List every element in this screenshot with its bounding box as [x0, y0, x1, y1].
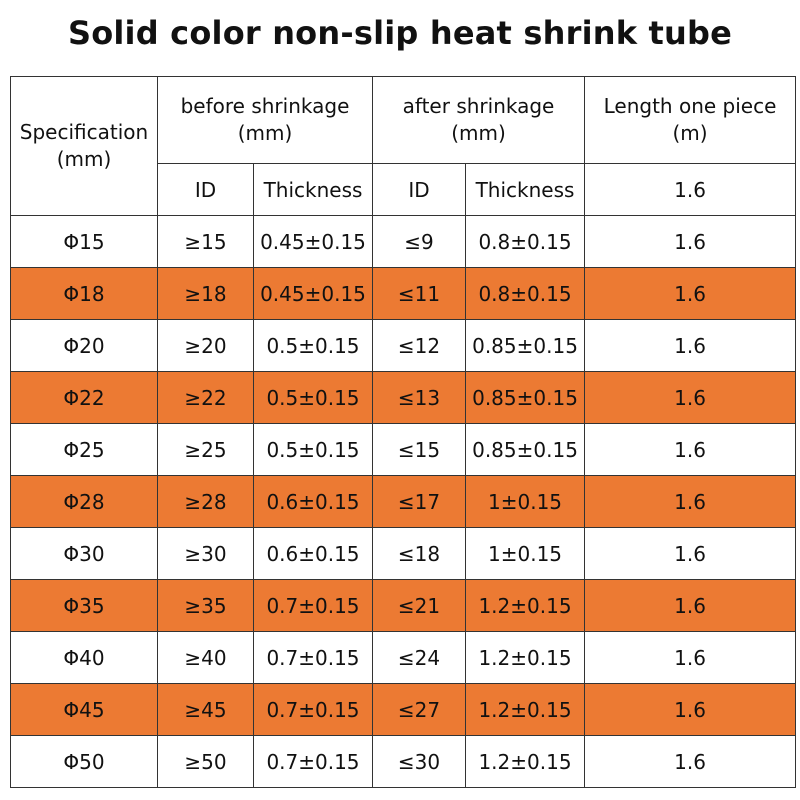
cell-after-thickness: 0.8±0.15	[464, 215, 586, 268]
cell-before-id: ≥30	[157, 527, 254, 580]
cell-length: 1.6	[584, 527, 797, 580]
header-specification: Specification (mm)	[10, 76, 158, 216]
cell-before-id: ≥35	[157, 579, 254, 632]
cell-before-id: ≥25	[157, 423, 254, 476]
cell-specification: Φ20	[10, 319, 158, 372]
cell-after-thickness: 1.2±0.15	[464, 683, 586, 736]
header-before-id: ID	[157, 163, 254, 216]
cell-after-thickness: 0.85±0.15	[464, 371, 586, 424]
cell-after-thickness: 0.85±0.15	[464, 319, 586, 372]
table-row: Φ30 ≥30 0.6±0.15 ≤18 1±0.15 1.6	[10, 527, 797, 580]
table-row: Φ35 ≥35 0.7±0.15 ≤21 1.2±0.15 1.6	[10, 579, 797, 632]
cell-after-thickness: 1±0.15	[464, 475, 586, 528]
cell-specification: Φ15	[10, 215, 158, 268]
cell-before-id: ≥18	[157, 267, 254, 320]
cell-before-id: ≥40	[157, 631, 254, 684]
header-after-id: ID	[372, 163, 466, 216]
cell-before-thickness: 0.6±0.15	[253, 475, 373, 528]
cell-length: 1.6	[584, 579, 797, 632]
cell-after-id: ≤18	[372, 527, 466, 580]
cell-specification: Φ22	[10, 371, 158, 424]
cell-after-id: ≤30	[372, 735, 466, 788]
cell-after-id: ≤15	[372, 423, 466, 476]
cell-before-thickness: 0.45±0.15	[253, 215, 373, 268]
page-title: Solid color non-slip heat shrink tube	[67, 14, 733, 52]
header-before-shrinkage: before shrinkage (mm)	[157, 76, 373, 164]
cell-specification: Φ18	[10, 267, 158, 320]
header-length: Length one piece (m)	[584, 76, 797, 164]
table-body: Specification (mm) before shrinkage (mm)…	[10, 76, 797, 788]
cell-length: 1.6	[584, 423, 797, 476]
cell-length: 1.6	[584, 475, 797, 528]
cell-before-id: ≥20	[157, 319, 254, 372]
table-row: Φ40 ≥40 0.7±0.15 ≤24 1.2±0.15 1.6	[10, 631, 797, 684]
cell-length: 1.6	[584, 319, 797, 372]
cell-specification: Φ35	[10, 579, 158, 632]
table-row: Φ28 ≥28 0.6±0.15 ≤17 1±0.15 1.6	[10, 475, 797, 528]
cell-specification: Φ30	[10, 527, 158, 580]
table-row: Φ25 ≥25 0.5±0.15 ≤15 0.85±0.15 1.6	[10, 423, 797, 476]
cell-before-thickness: 0.6±0.15	[253, 527, 373, 580]
cell-before-thickness: 0.7±0.15	[253, 631, 373, 684]
header-length-value: 1.6	[584, 163, 797, 216]
cell-specification: Φ45	[10, 683, 158, 736]
cell-length: 1.6	[584, 267, 797, 320]
cell-before-thickness: 0.7±0.15	[253, 579, 373, 632]
header-after-shrinkage: after shrinkage (mm)	[371, 76, 586, 164]
cell-before-id: ≥50	[157, 735, 254, 788]
cell-after-id: ≤21	[372, 579, 466, 632]
table-row: Φ22 ≥22 0.5±0.15 ≤13 0.85±0.15 1.6	[10, 371, 797, 424]
header-before-thickness: Thickness	[253, 163, 373, 216]
cell-before-id: ≥45	[157, 683, 254, 736]
cell-before-thickness: 0.45±0.15	[253, 267, 373, 320]
cell-before-id: ≥15	[157, 215, 254, 268]
cell-before-thickness: 0.5±0.15	[253, 423, 373, 476]
cell-after-thickness: 1±0.15	[464, 527, 586, 580]
cell-specification: Φ40	[10, 631, 158, 684]
cell-before-thickness: 0.7±0.15	[253, 683, 373, 736]
cell-specification: Φ28	[10, 475, 158, 528]
header-row-1: Specification (mm) before shrinkage (mm)…	[10, 76, 797, 216]
header-row-2: ID Thickness ID Thickness 1.6	[11, 163, 797, 216]
table-row: Φ18 ≥18 0.45±0.15 ≤11 0.8±0.15 1.6	[10, 267, 797, 320]
table-row: Φ50 ≥50 0.7±0.15 ≤30 1.2±0.15 1.6	[10, 735, 797, 788]
cell-after-thickness: 1.2±0.15	[464, 735, 586, 788]
header-after-thickness: Thickness	[464, 163, 586, 216]
cell-specification: Φ50	[10, 735, 158, 788]
cell-length: 1.6	[584, 683, 797, 736]
cell-after-id: ≤13	[372, 371, 466, 424]
cell-after-id: ≤24	[372, 631, 466, 684]
cell-after-thickness: 1.2±0.15	[464, 631, 586, 684]
cell-length: 1.6	[584, 215, 797, 268]
table-row: Φ20 ≥20 0.5±0.15 ≤12 0.85±0.15 1.6	[10, 319, 797, 372]
cell-after-id: ≤9	[372, 215, 466, 268]
spec-table: Specification (mm) before shrinkage (mm)…	[10, 76, 797, 788]
cell-length: 1.6	[584, 735, 797, 788]
table-row: Φ15 ≥15 0.45±0.15 ≤9 0.8±0.15 1.6	[10, 215, 797, 268]
cell-before-thickness: 0.7±0.15	[253, 735, 373, 788]
cell-before-id: ≥28	[157, 475, 254, 528]
cell-before-thickness: 0.5±0.15	[253, 319, 373, 372]
cell-before-id: ≥22	[157, 371, 254, 424]
cell-after-thickness: 0.85±0.15	[464, 423, 586, 476]
cell-after-id: ≤11	[372, 267, 466, 320]
cell-after-id: ≤27	[372, 683, 466, 736]
cell-before-thickness: 0.5±0.15	[253, 371, 373, 424]
cell-after-thickness: 0.8±0.15	[464, 267, 586, 320]
table-row: Φ45 ≥45 0.7±0.15 ≤27 1.2±0.15 1.6	[10, 683, 797, 736]
cell-after-id: ≤12	[372, 319, 466, 372]
cell-after-thickness: 1.2±0.15	[464, 579, 586, 632]
cell-length: 1.6	[584, 631, 797, 684]
cell-length: 1.6	[584, 371, 797, 424]
cell-after-id: ≤17	[372, 475, 466, 528]
cell-specification: Φ25	[10, 423, 158, 476]
